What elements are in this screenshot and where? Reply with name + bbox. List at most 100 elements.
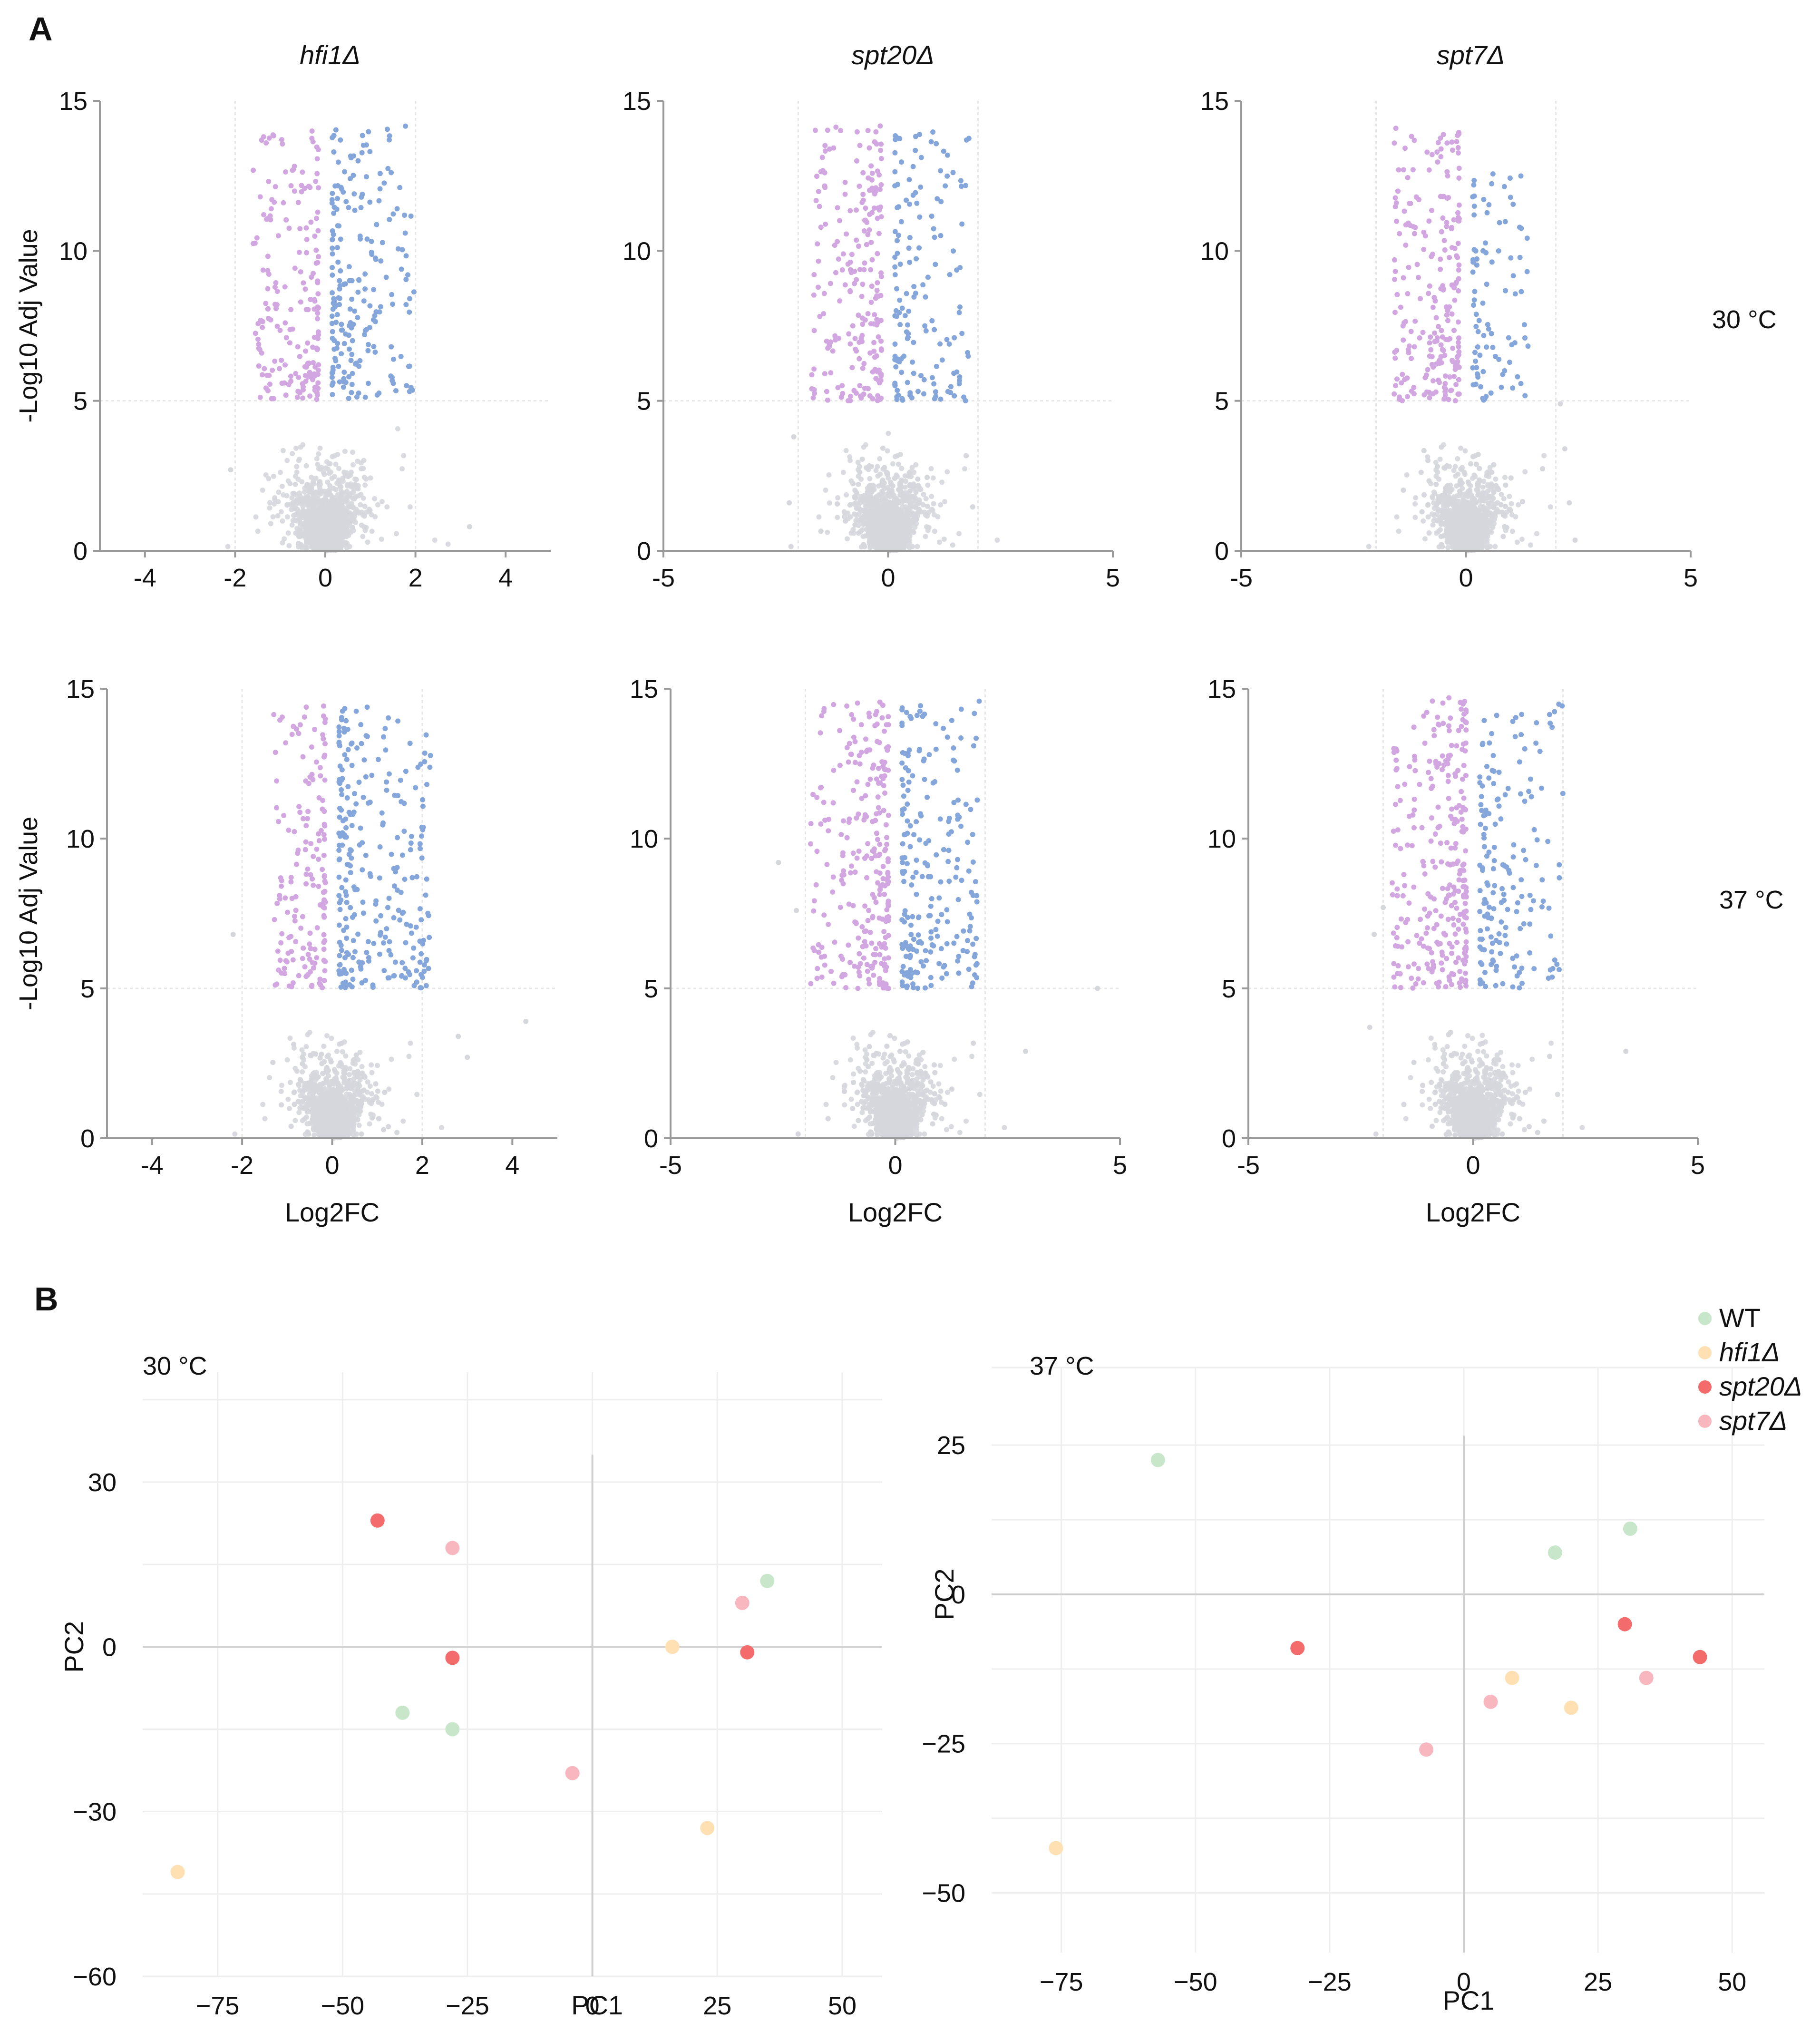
down-point bbox=[305, 340, 311, 346]
ns-point bbox=[907, 483, 913, 489]
ns-point bbox=[926, 509, 932, 515]
down-point bbox=[297, 353, 302, 359]
ns-point bbox=[325, 479, 331, 485]
ns-point bbox=[915, 544, 920, 549]
up-point bbox=[402, 212, 408, 218]
down-point bbox=[825, 127, 830, 133]
down-point bbox=[852, 336, 858, 342]
down-point bbox=[854, 348, 859, 354]
up-point bbox=[332, 303, 338, 308]
ns-point bbox=[866, 483, 872, 489]
down-point bbox=[860, 170, 866, 176]
up-point bbox=[330, 191, 335, 196]
down-point bbox=[295, 200, 301, 205]
down-point bbox=[309, 274, 314, 280]
ns-point bbox=[841, 509, 847, 515]
up-point bbox=[905, 336, 910, 342]
up-point bbox=[892, 341, 898, 347]
x-tick-label: -2 bbox=[224, 564, 246, 592]
ns-point bbox=[263, 472, 269, 478]
ns-point bbox=[275, 513, 281, 519]
down-point bbox=[876, 378, 881, 383]
up-point bbox=[339, 327, 344, 333]
ns-point bbox=[910, 544, 915, 549]
down-point bbox=[856, 339, 862, 345]
ns-point bbox=[297, 534, 303, 539]
up-point bbox=[348, 358, 354, 363]
ns-point bbox=[363, 509, 369, 515]
down-point bbox=[878, 318, 884, 323]
up-point bbox=[951, 248, 956, 254]
down-point bbox=[863, 205, 868, 211]
down-point bbox=[260, 267, 266, 273]
up-point bbox=[911, 340, 916, 345]
up-point bbox=[333, 320, 339, 325]
ns-point bbox=[295, 508, 301, 514]
ns-point bbox=[1455, 471, 1461, 477]
down-point bbox=[271, 396, 277, 401]
ns-point bbox=[384, 504, 390, 510]
ns-point bbox=[883, 535, 888, 541]
ns-point bbox=[332, 453, 338, 459]
ns-point bbox=[344, 545, 350, 550]
ns-point bbox=[1516, 502, 1521, 508]
ns-point bbox=[308, 531, 314, 537]
y-tick-label: 5 bbox=[73, 387, 88, 416]
ns-point bbox=[379, 499, 385, 505]
up-point bbox=[337, 302, 342, 307]
ns-point bbox=[870, 488, 876, 493]
down-point bbox=[314, 347, 320, 352]
ns-point bbox=[445, 541, 451, 547]
up-point bbox=[329, 200, 335, 206]
down-point bbox=[869, 177, 875, 183]
down-point bbox=[295, 389, 301, 394]
up-point bbox=[937, 341, 943, 347]
up-point bbox=[367, 199, 373, 205]
up-point bbox=[928, 139, 934, 145]
down-point bbox=[298, 299, 303, 305]
ns-point bbox=[297, 527, 302, 533]
down-point bbox=[312, 233, 318, 239]
up-point bbox=[336, 363, 341, 369]
down-point bbox=[868, 267, 874, 273]
ns-point bbox=[1534, 531, 1539, 537]
up-point bbox=[907, 201, 913, 207]
down-point bbox=[250, 167, 256, 173]
down-point bbox=[857, 143, 863, 148]
up-point bbox=[389, 170, 394, 176]
down-point bbox=[266, 372, 272, 378]
down-point bbox=[853, 390, 859, 396]
ns-point bbox=[1404, 472, 1410, 478]
down-point bbox=[847, 267, 853, 273]
ns-point bbox=[294, 464, 300, 469]
ns-point bbox=[360, 534, 366, 539]
ns-point bbox=[887, 533, 893, 538]
up-point bbox=[350, 338, 355, 343]
ns-point bbox=[894, 535, 900, 541]
down-point bbox=[315, 209, 321, 215]
ns-point bbox=[895, 511, 900, 517]
up-point bbox=[367, 325, 372, 331]
up-point bbox=[897, 322, 903, 327]
down-point bbox=[314, 316, 320, 322]
down-point bbox=[256, 363, 262, 369]
up-point bbox=[356, 277, 362, 283]
ns-point bbox=[942, 499, 948, 505]
up-point bbox=[355, 315, 360, 321]
up-point bbox=[944, 337, 950, 342]
down-point bbox=[267, 381, 273, 387]
up-point bbox=[335, 341, 341, 346]
up-point bbox=[952, 393, 957, 399]
ns-point bbox=[291, 513, 297, 518]
ns-point bbox=[874, 507, 879, 512]
down-point bbox=[818, 225, 824, 230]
down-point bbox=[878, 214, 884, 220]
down-point bbox=[282, 362, 288, 368]
ns-point bbox=[823, 487, 828, 493]
up-point bbox=[389, 344, 394, 350]
ns-point bbox=[915, 476, 921, 482]
up-point bbox=[337, 295, 342, 301]
up-point bbox=[921, 391, 926, 397]
up-point bbox=[913, 291, 918, 296]
